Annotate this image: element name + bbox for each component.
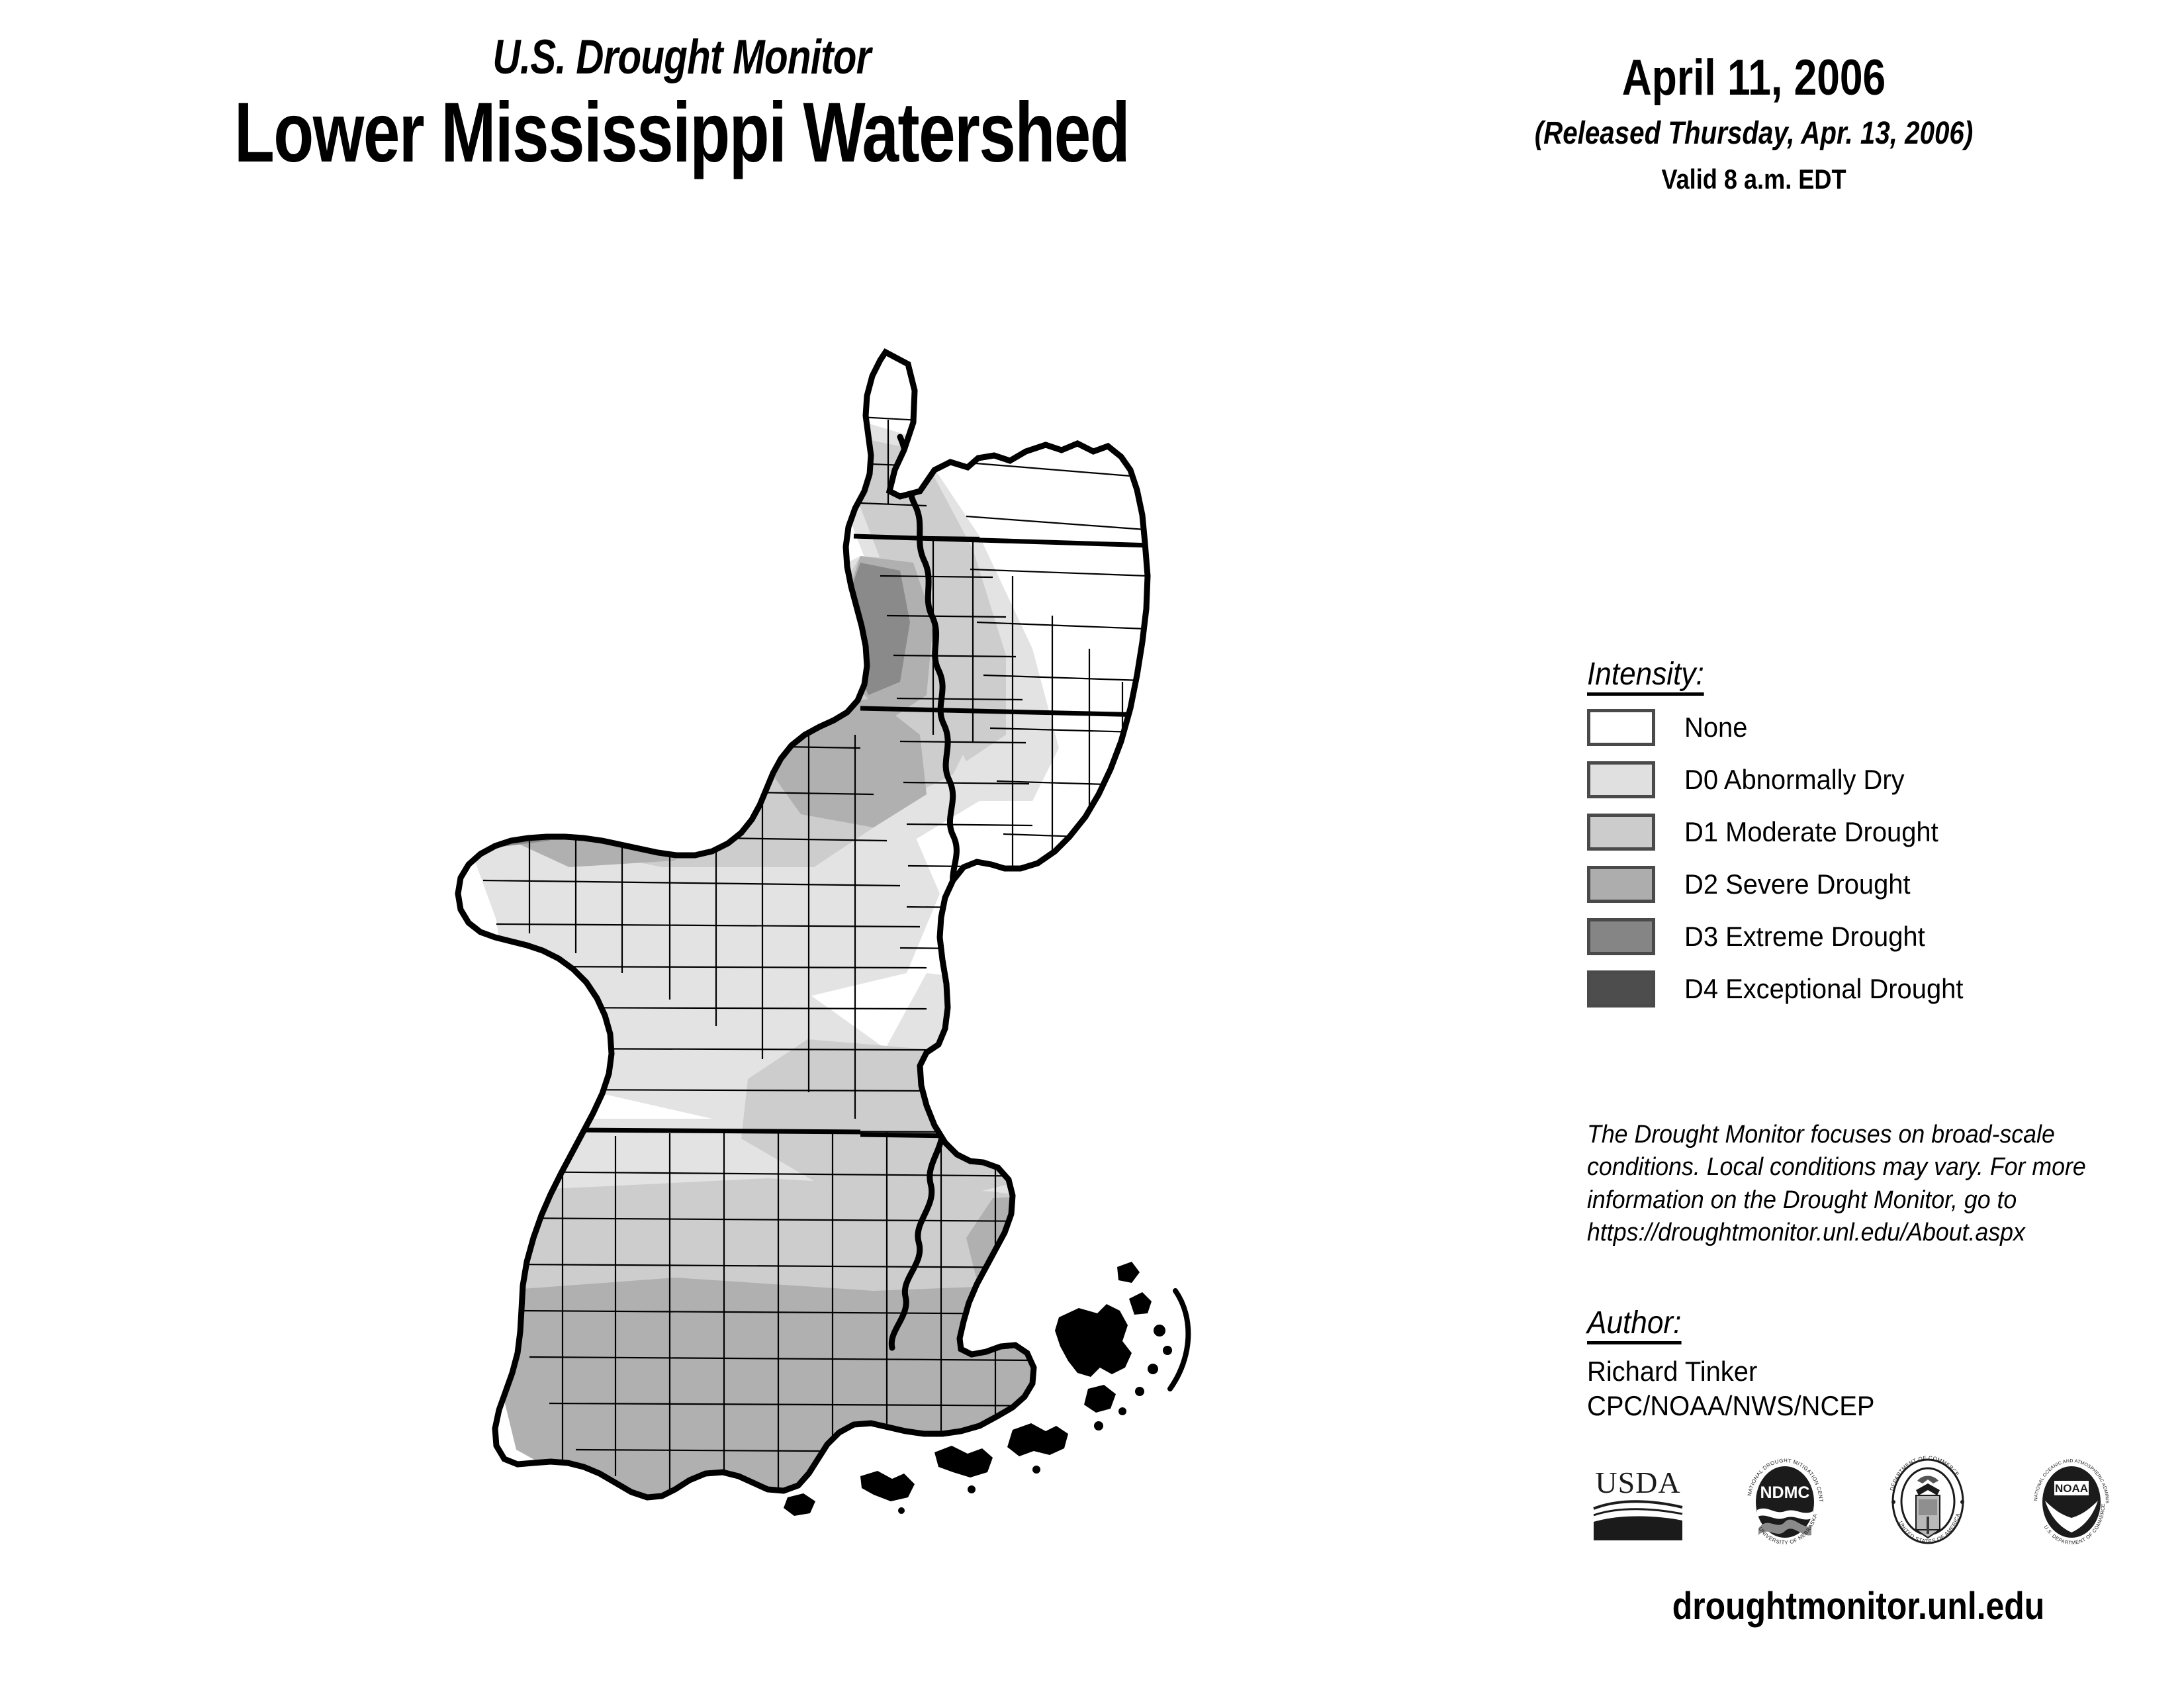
doc-seal-logo: DEPARTMENT OF COMMERCE UNITED STATES OF …: [1882, 1452, 1974, 1554]
legend-row-none[interactable]: None: [1587, 707, 2116, 748]
footer-url[interactable]: droughtmonitor.unl.edu: [1672, 1585, 2045, 1628]
note-line-4-url[interactable]: https://droughtmonitor.unl.edu/About.asp…: [1587, 1219, 2025, 1247]
legend-row-d1[interactable]: D1 Moderate Drought: [1587, 812, 2116, 853]
subtitle-us-drought-monitor: U.S. Drought Monitor: [492, 30, 871, 84]
disclaimer-note: The Drought Monitor focuses on broad-sca…: [1587, 1119, 2169, 1250]
legend-swatch-d2: [1587, 866, 1655, 903]
drought-map[interactable]: [397, 338, 1218, 1595]
page-title: Lower Mississippi Watershed: [234, 85, 1130, 180]
noaa-logo: NOAA NATIONAL OCEANIC AND ATMOSPHERIC AD…: [2023, 1448, 2118, 1554]
legend-swatch-none: [1587, 709, 1655, 746]
usda-logo: USDA: [1588, 1458, 1688, 1548]
svg-text:USDA: USDA: [1595, 1466, 1680, 1499]
author-section: Author: Richard Tinker CPC/NOAA/NWS/NCEP: [1587, 1307, 2116, 1422]
legend-row-d3[interactable]: D3 Extreme Drought: [1587, 916, 2116, 957]
legend-heading: Intensity:: [1587, 659, 1704, 696]
header-right-dates: April 11, 2006 (Released Thursday, Apr. …: [1383, 53, 2124, 193]
legend-row-d0[interactable]: D0 Abnormally Dry: [1587, 759, 2116, 800]
legend-label-none: None: [1684, 712, 1748, 743]
svg-text:NOAA: NOAA: [2055, 1482, 2088, 1495]
legend-label-d1: D1 Moderate Drought: [1684, 816, 1938, 847]
legend-label-d3: D3 Extreme Drought: [1684, 921, 1925, 952]
legend-swatch-d0: [1587, 761, 1655, 798]
note-line-1: The Drought Monitor focuses on broad-sca…: [1587, 1121, 2055, 1149]
author-affiliation: CPC/NOAA/NWS/NCEP: [1587, 1389, 1875, 1421]
note-line-2: conditions. Local conditions may vary. F…: [1587, 1153, 2086, 1182]
released-date: (Released Thursday, Apr. 13, 2006): [1534, 116, 1974, 151]
legend-row-d2[interactable]: D2 Severe Drought: [1587, 864, 2116, 905]
legend-label-d4: D4 Exceptional Drought: [1684, 973, 1964, 1004]
author-name: Richard Tinker: [1587, 1356, 1758, 1387]
svg-text:NDMC: NDMC: [1760, 1483, 1809, 1502]
legend: Intensity: None D0 Abnormally Dry D1 Mod…: [1587, 659, 2116, 1009]
legend-swatch-d1: [1587, 814, 1655, 851]
author-heading: Author:: [1587, 1307, 1682, 1344]
legend-row-d4[interactable]: D4 Exceptional Drought: [1587, 968, 2116, 1009]
valid-time: Valid 8 a.m. EDT: [1661, 164, 1846, 195]
header-left: U.S. Drought Monitor Lower Mississippi W…: [0, 33, 1363, 175]
coastal-marsh-detail: [784, 1262, 1191, 1516]
legend-label-d2: D2 Severe Drought: [1684, 868, 1911, 900]
map-svg: [397, 338, 1218, 1595]
watershed-outline: [455, 348, 1151, 1501]
logo-row: USDA NDMC NATIONAL DROUGHT MITIGATION CE…: [1588, 1447, 2118, 1556]
valid-date: April 11, 2006: [1621, 50, 1886, 106]
note-line-3: information on the Drought Monitor, go t…: [1587, 1186, 2017, 1214]
ndmc-logo: NDMC NATIONAL DROUGHT MITIGATION CENTER …: [1737, 1447, 1831, 1554]
legend-swatch-d4: [1587, 970, 1655, 1008]
legend-label-d0: D0 Abnormally Dry: [1684, 764, 1905, 795]
legend-swatch-d3: [1587, 918, 1655, 955]
